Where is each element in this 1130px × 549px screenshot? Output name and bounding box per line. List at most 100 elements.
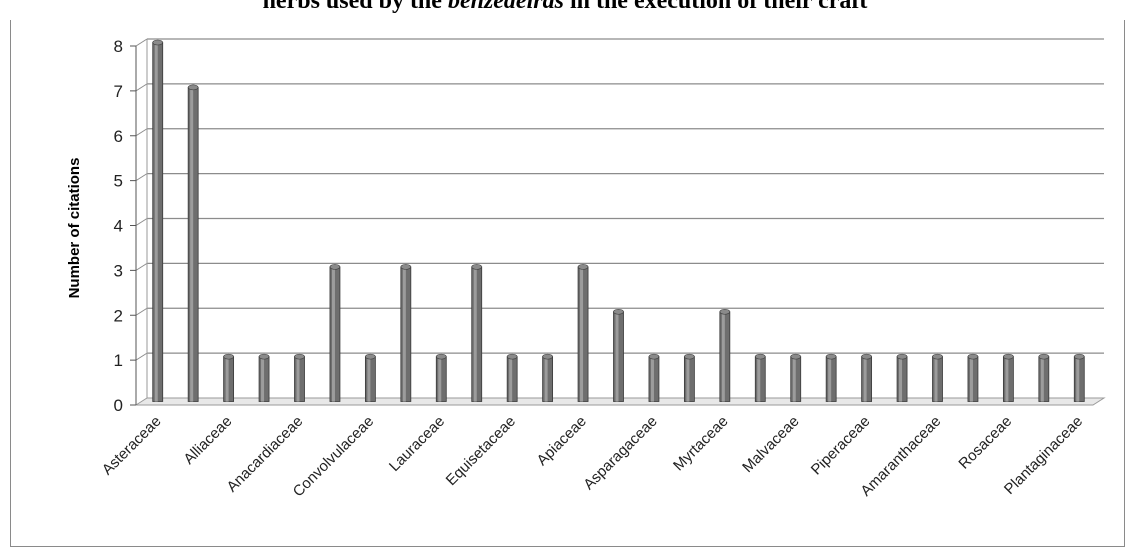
bar-top <box>223 353 234 360</box>
bar-top <box>896 353 908 360</box>
x-category-label: Apiaceae <box>534 413 590 469</box>
x-category-label: Asparagaceae <box>580 413 660 493</box>
y-tick-label: 7 <box>114 82 123 101</box>
bars <box>152 39 1085 402</box>
bar-top <box>932 353 943 360</box>
bar-highlight <box>721 311 725 402</box>
bar-highlight <box>296 356 300 402</box>
bar <box>1073 353 1085 402</box>
bar <box>435 353 447 402</box>
bar <box>896 353 908 402</box>
chart-frame <box>10 20 1125 547</box>
bar <box>683 353 695 402</box>
bar-highlight <box>190 87 194 402</box>
bar-highlight <box>402 266 406 402</box>
bar <box>577 264 589 402</box>
bar <box>1038 353 1050 402</box>
gridline-side <box>135 262 148 271</box>
x-category-label: Malvaceae <box>739 413 802 476</box>
bar-highlight <box>154 42 158 402</box>
x-category-label: Lauraceae <box>386 413 448 475</box>
bar-highlight <box>615 311 619 402</box>
bar <box>648 353 660 402</box>
bar <box>932 353 943 402</box>
y-tick-label: 5 <box>114 172 123 191</box>
gridline-side <box>135 128 148 137</box>
bar-top <box>825 353 837 360</box>
y-tick-label: 1 <box>114 351 123 370</box>
x-category-label: Equisetaceae <box>443 413 519 489</box>
bar-highlight <box>1005 356 1009 402</box>
bar-highlight <box>934 356 938 402</box>
bar-top <box>719 308 731 315</box>
bar-top <box>648 353 660 360</box>
bar-top <box>577 264 589 270</box>
bar-highlight <box>331 266 335 402</box>
bar-top <box>258 353 270 360</box>
chart-title: herbs used by the benzedeiras in the exe… <box>262 0 868 14</box>
bar <box>613 308 624 402</box>
bar <box>471 264 483 402</box>
x-category-label: Alliaceae <box>180 413 235 468</box>
gridlines <box>135 38 1104 361</box>
bar-highlight <box>225 356 229 402</box>
bar <box>1002 353 1014 402</box>
bar-highlight <box>580 266 584 402</box>
bar-top <box>1073 353 1085 360</box>
bar <box>506 353 518 402</box>
x-category-label: Rosaceae <box>955 413 1015 473</box>
y-tick-label: 2 <box>114 306 123 325</box>
bar-highlight <box>650 356 654 402</box>
gridline-side <box>135 38 148 47</box>
bar-top <box>329 264 341 270</box>
bar <box>294 353 305 402</box>
bar-top <box>1003 353 1014 360</box>
bar-highlight <box>473 266 477 402</box>
bar <box>152 39 164 402</box>
bar-highlight <box>899 356 903 402</box>
bar-top <box>754 353 766 360</box>
bar <box>329 264 341 402</box>
bar-highlight <box>1040 356 1044 402</box>
bar <box>187 84 199 402</box>
bar-highlight <box>828 356 832 402</box>
bar-highlight <box>544 356 548 402</box>
bar-top <box>542 353 553 360</box>
gridline-side <box>135 173 148 182</box>
bar-top <box>471 264 483 270</box>
y-axis-title: Number of citations <box>66 158 83 299</box>
bar <box>364 353 376 402</box>
bar-top <box>152 39 164 46</box>
bar-top <box>861 353 872 360</box>
bar-top <box>1038 353 1050 360</box>
bar-top <box>435 353 447 360</box>
bar <box>719 308 731 402</box>
bar-highlight <box>261 356 265 402</box>
bar <box>542 353 554 402</box>
bar-top <box>684 353 695 360</box>
bar-top <box>967 353 979 360</box>
x-category-label: Piperaceae <box>808 413 874 479</box>
bar-highlight <box>792 356 796 402</box>
bar <box>400 264 412 402</box>
bar <box>223 353 235 402</box>
x-category-label: Asteraceae <box>99 413 165 479</box>
bar <box>790 353 802 402</box>
bar <box>258 353 270 402</box>
y-tick-label: 6 <box>114 127 123 146</box>
bar-highlight <box>757 356 761 402</box>
bar-top <box>506 353 518 360</box>
bar-highlight <box>863 356 867 402</box>
gridline-side <box>135 83 148 92</box>
y-tick-labels: 0 1 2 3 4 5 6 7 8 <box>114 37 123 415</box>
gridline-side <box>135 218 148 226</box>
bar-top <box>294 353 305 360</box>
bar-top <box>187 84 199 91</box>
bar-highlight <box>367 356 371 402</box>
bar-highlight <box>438 356 442 402</box>
bar <box>861 353 873 402</box>
bar-top <box>400 264 412 270</box>
bar-highlight <box>969 356 973 402</box>
gridline-side <box>135 352 148 361</box>
